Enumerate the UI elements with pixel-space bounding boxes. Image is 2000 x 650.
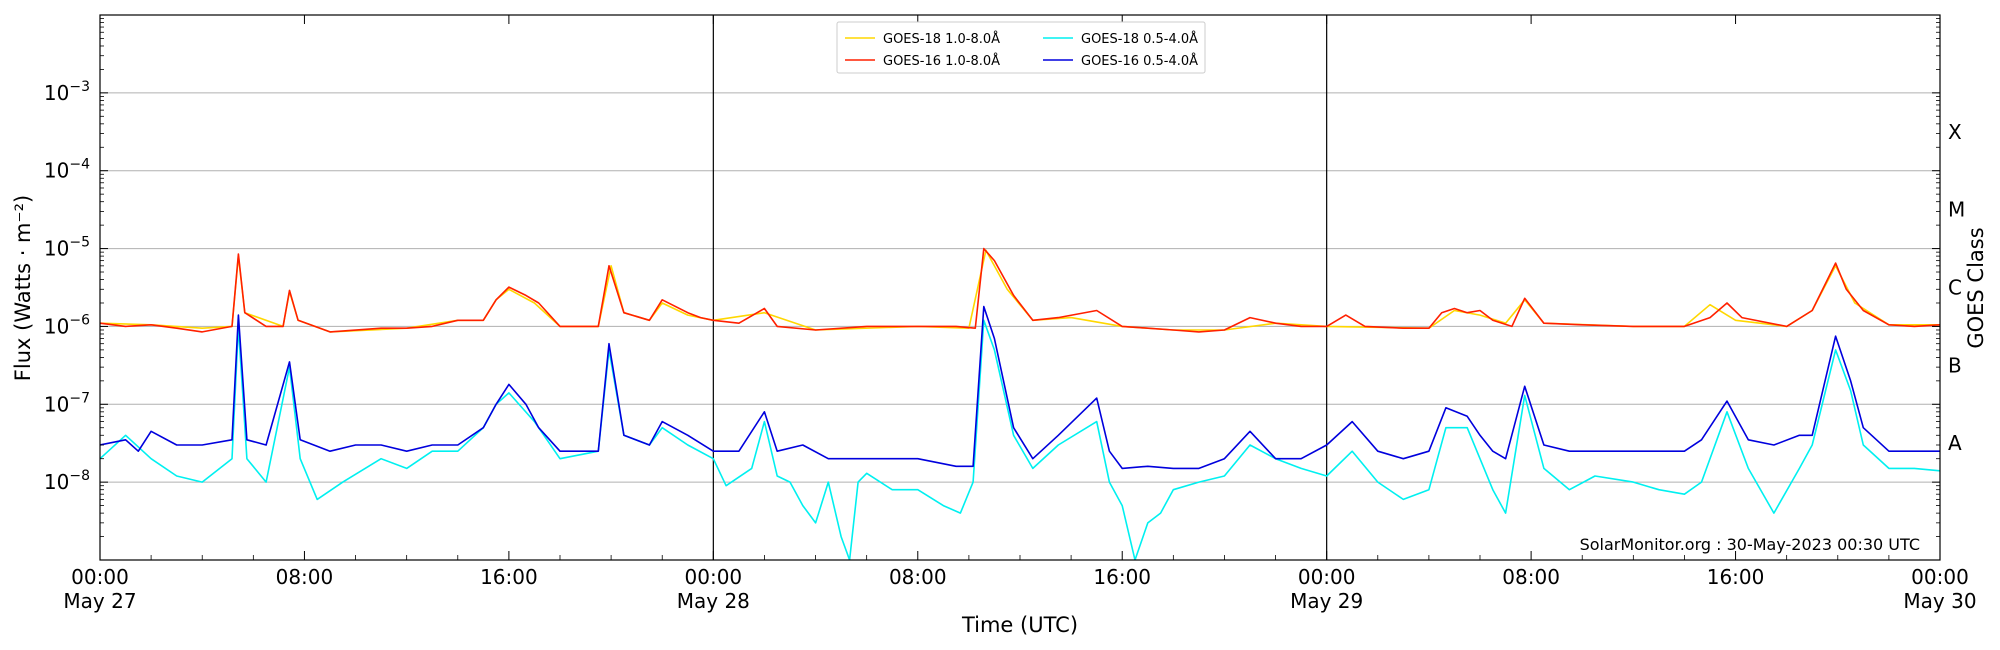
x-tick-label-time: 16:00 bbox=[1093, 565, 1151, 589]
x-tick-label-time: 00:00 bbox=[1298, 565, 1356, 589]
y-axis-ticks: 10−8 10−7 10−6 10−5 10−4 10−3 bbox=[44, 18, 1940, 537]
x-tick-label-time: 16:00 bbox=[480, 565, 538, 589]
legend-box bbox=[836, 21, 1206, 74]
y-tick-label: 10−3 bbox=[44, 79, 90, 105]
legend-label: GOES-16 1.0-8.0Å bbox=[883, 53, 1000, 69]
x-axis-title: Time (UTC) bbox=[961, 613, 1078, 637]
y-tick-label: 10−4 bbox=[44, 157, 90, 183]
series-lines bbox=[100, 247, 1940, 560]
x-tick-label-date: May 28 bbox=[677, 589, 750, 613]
series-line-3 bbox=[100, 319, 1940, 560]
goes-class-labels: A B C M X bbox=[1948, 120, 1965, 455]
x-tick-label-date: May 29 bbox=[1290, 589, 1363, 613]
series-line-2 bbox=[100, 247, 1940, 333]
plot-area bbox=[100, 15, 1940, 560]
x-tick-label-time: 00:00 bbox=[71, 565, 129, 589]
series-line-4 bbox=[100, 305, 1940, 470]
x-tick-label-time: 00:00 bbox=[685, 565, 743, 589]
day-boundaries bbox=[712, 15, 1328, 560]
y-tick-label: 10−5 bbox=[44, 235, 90, 261]
y-tick-label: 10−6 bbox=[44, 312, 90, 338]
goes-class-label: B bbox=[1948, 353, 1962, 377]
x-tick-label-time: 08:00 bbox=[889, 565, 947, 589]
legend-label: GOES-16 0.5-4.0Å bbox=[1081, 53, 1198, 69]
x-tick-label-time: 00:00 bbox=[1911, 565, 1969, 589]
watermark-text: SolarMonitor.org : 30-May-2023 00:30 UTC bbox=[1580, 535, 1920, 554]
y-tick-label: 10−7 bbox=[44, 390, 90, 416]
legend-label: GOES-18 0.5-4.0Å bbox=[1081, 31, 1198, 47]
x-tick-label-date: May 27 bbox=[63, 589, 136, 613]
y-tick-label: 10−8 bbox=[44, 468, 90, 494]
right-axis-title: GOES Class bbox=[1964, 227, 1988, 348]
x-tick-label-date: May 30 bbox=[1903, 589, 1976, 613]
goes-class-label: C bbox=[1948, 276, 1962, 300]
x-tick-label-time: 16:00 bbox=[1707, 565, 1765, 589]
x-tick-label-time: 08:00 bbox=[276, 565, 334, 589]
x-tick-label-time: 08:00 bbox=[1502, 565, 1560, 589]
goes-class-label: A bbox=[1948, 431, 1962, 455]
y-axis-title: Flux (Watts · m⁻²) bbox=[11, 195, 35, 381]
goes-class-label: X bbox=[1948, 120, 1962, 144]
legend: GOES-18 1.0-8.0Å GOES-16 1.0-8.0Å GOES-18 … bbox=[836, 21, 1206, 74]
goes-class-label: M bbox=[1948, 198, 1965, 222]
legend-label: GOES-18 1.0-8.0Å bbox=[883, 31, 1000, 47]
